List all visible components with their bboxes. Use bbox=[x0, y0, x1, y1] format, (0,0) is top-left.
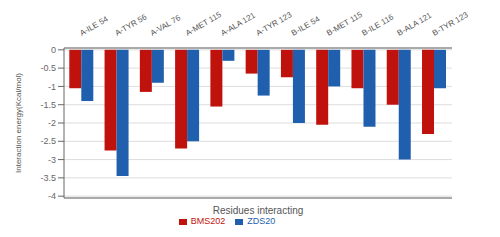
svg-text:B-ILE 116: B-ILE 116 bbox=[360, 12, 395, 38]
svg-text:B-ILE 54: B-ILE 54 bbox=[290, 14, 322, 38]
svg-text:B-MET 115: B-MET 115 bbox=[325, 10, 364, 38]
svg-text:-1: -1 bbox=[48, 82, 56, 92]
html-text:BMS202: BMS202 bbox=[190, 216, 226, 226]
svg-text:A-TYR 123: A-TYR 123 bbox=[255, 10, 294, 38]
svg-text:-3.5: -3.5 bbox=[40, 173, 56, 183]
svg-text:-4: -4 bbox=[48, 191, 56, 201]
svg-text:A-ILE 54: A-ILE 54 bbox=[78, 14, 110, 38]
svg-text:A-ALA 121: A-ALA 121 bbox=[219, 11, 257, 38]
svg-text:Residues interacting: Residues interacting bbox=[213, 205, 304, 216]
svg-text:A-VAL 76: A-VAL 76 bbox=[149, 13, 183, 38]
svg-text:-2.5: -2.5 bbox=[40, 136, 56, 146]
svg-text:-1.5: -1.5 bbox=[40, 100, 56, 110]
svg-text:-0.5: -0.5 bbox=[40, 63, 56, 73]
svg-text:0: 0 bbox=[51, 45, 56, 55]
svg-text:-3: -3 bbox=[48, 155, 56, 165]
svg-text:A-TYR 56: A-TYR 56 bbox=[113, 12, 148, 38]
svg-text:Interaction energy(Kcal/mol): Interaction energy(Kcal/mol) bbox=[14, 73, 23, 173]
html-text:ZDS20: ZDS20 bbox=[247, 216, 276, 226]
svg-text:B-ALA 121: B-ALA 121 bbox=[396, 11, 434, 38]
svg-text:A-MET 115: A-MET 115 bbox=[184, 10, 223, 38]
svg-text:-2: -2 bbox=[48, 118, 56, 128]
svg-text:B-TYR 123: B-TYR 123 bbox=[431, 10, 470, 38]
